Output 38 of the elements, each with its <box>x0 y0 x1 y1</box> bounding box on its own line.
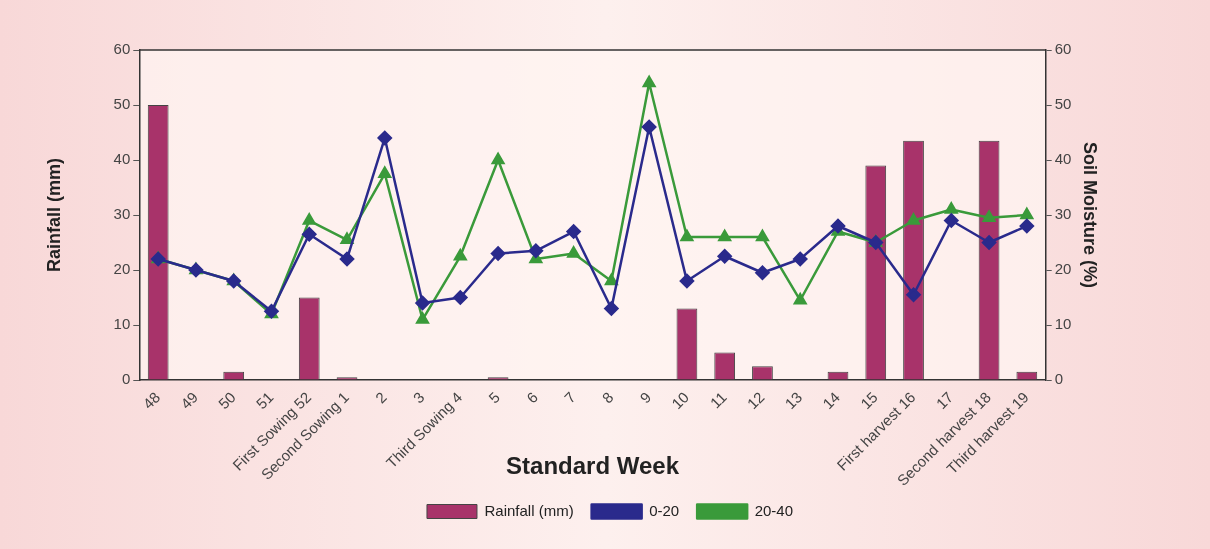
x-axis-title: Standard Week <box>506 452 680 480</box>
y2-tick-label: 20 <box>1054 260 1072 278</box>
x-tick-label: 17 <box>932 388 957 413</box>
x-tick-label: 48 <box>139 388 164 413</box>
y2-tick-label: 60 <box>1054 40 1072 58</box>
y-tick-label: 20 <box>113 260 131 278</box>
x-tick-label: 13 <box>781 388 806 413</box>
x-tick-label: 7 <box>560 388 579 407</box>
x-tick-label: 51 <box>252 388 277 413</box>
y-tick-label: 30 <box>113 205 131 223</box>
x-tick-label: 14 <box>819 388 844 413</box>
x-tick-label: 49 <box>177 388 201 413</box>
legend-label: 20-40 <box>754 501 794 519</box>
x-tick-label: 6 <box>522 388 541 407</box>
y-tick-label: 50 <box>113 95 131 113</box>
x-tick-label: 11 <box>706 388 730 412</box>
y2-tick-label: 50 <box>1054 95 1072 113</box>
legend-label: 0-20 <box>649 501 680 519</box>
y-axis-title: Rainfall (mm) <box>43 158 64 273</box>
x-tick-label: 50 <box>214 388 239 413</box>
x-tick-label: 3 <box>409 388 428 407</box>
x-tick-label: 2 <box>371 388 390 407</box>
x-tick-label: 8 <box>598 388 617 407</box>
y-tick-label: 0 <box>121 370 131 388</box>
y2-tick-label: 40 <box>1054 150 1072 168</box>
x-tick-label: 15 <box>856 388 881 413</box>
y-tick-label: 40 <box>113 150 131 168</box>
x-tick-label: 9 <box>636 388 655 407</box>
x-tick-label: 5 <box>485 388 504 407</box>
y2-tick-label: 30 <box>1054 205 1072 223</box>
y2-tick-label: 0 <box>1054 370 1064 388</box>
y-tick-label: 10 <box>113 315 131 333</box>
y2-axis-title: Soil Moisture (%) <box>1080 142 1101 289</box>
x-tick-label: 12 <box>743 388 768 413</box>
legend-label: Rainfall (mm) <box>484 501 574 519</box>
x-tick-label: 10 <box>668 388 692 413</box>
y-tick-label: 60 <box>113 40 131 58</box>
y2-tick-label: 10 <box>1054 315 1072 333</box>
